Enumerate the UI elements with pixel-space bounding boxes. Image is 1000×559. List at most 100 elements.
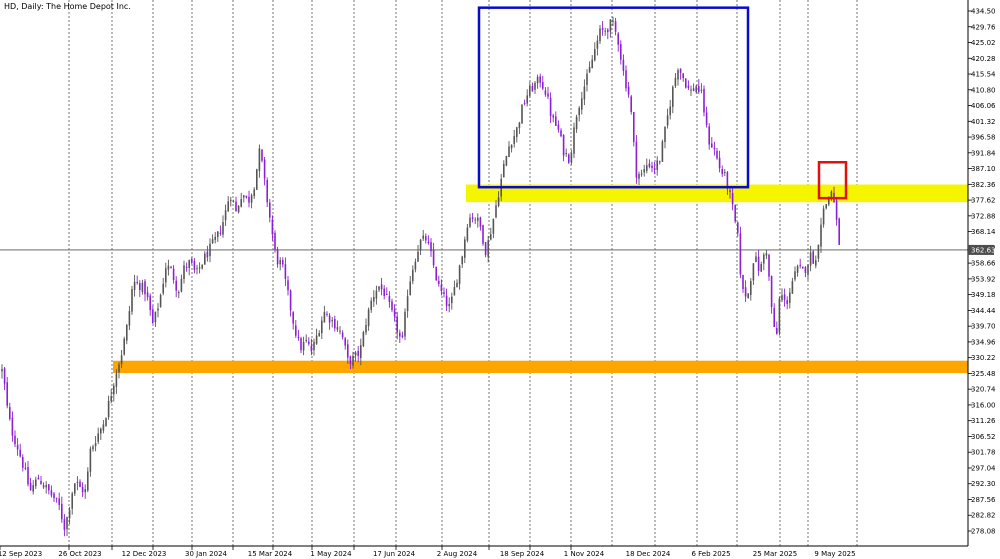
candle — [84, 484, 86, 499]
candle-body — [24, 467, 27, 469]
candle-body — [557, 124, 560, 130]
candle — [555, 111, 557, 127]
candle-body — [63, 519, 66, 530]
candle-body — [89, 448, 92, 472]
candle-body — [152, 309, 154, 324]
candle-body — [48, 484, 50, 491]
candle-body — [206, 251, 209, 258]
candle — [383, 285, 385, 300]
candle-body — [646, 165, 648, 171]
candle-body — [349, 356, 352, 365]
candle — [269, 199, 271, 223]
candle-body — [417, 251, 419, 262]
candle — [271, 215, 274, 241]
candle — [235, 196, 237, 212]
candle-body — [201, 264, 203, 269]
candle — [315, 328, 318, 345]
candle — [162, 277, 164, 296]
candle — [282, 257, 284, 268]
time-tick-label: 12 Sep 2023 — [0, 550, 42, 558]
candle — [266, 177, 268, 208]
candle-body — [362, 331, 365, 346]
candle — [591, 55, 593, 69]
candle — [341, 330, 344, 340]
candle-body — [261, 149, 263, 161]
candle — [42, 482, 45, 489]
candle-body — [94, 443, 97, 447]
candle — [812, 250, 814, 264]
candle — [94, 436, 97, 452]
candle — [773, 303, 775, 327]
candle — [518, 121, 521, 134]
candle — [71, 491, 73, 515]
price-tick-label: 391.84 — [971, 149, 996, 157]
time-tick-label: 25 Mar 2025 — [753, 550, 797, 558]
candle-body — [651, 165, 653, 169]
candle — [61, 496, 63, 523]
candle-body — [635, 141, 638, 178]
candle-body — [555, 116, 557, 126]
candle-body — [144, 281, 146, 295]
candle-body — [448, 304, 450, 307]
candle — [617, 32, 619, 52]
candle — [141, 279, 144, 295]
candle — [1, 364, 3, 379]
candle — [89, 446, 92, 477]
time-tick-label: 26 Oct 2023 — [58, 550, 101, 558]
candle — [622, 54, 625, 76]
candle — [453, 280, 456, 296]
candle-body — [685, 78, 687, 88]
candle-body — [666, 115, 669, 126]
candle-body — [295, 325, 297, 336]
candle — [178, 290, 180, 299]
candle — [752, 263, 755, 285]
price-tick-label: 306.52 — [971, 433, 996, 441]
candle-body — [700, 89, 703, 91]
candle — [183, 260, 185, 284]
candle-body — [344, 338, 346, 346]
candle-body — [183, 265, 185, 279]
candle — [817, 244, 820, 263]
time-axis: 12 Sep 2023 26 Oct 2023 12 Dec 2023 30 Jan … — [0, 546, 856, 558]
candle-body — [674, 77, 677, 87]
candle — [744, 280, 747, 302]
candle-body — [399, 332, 401, 337]
candle — [248, 190, 250, 208]
candle-body — [224, 210, 227, 221]
candle-body — [669, 106, 671, 116]
candle-body — [336, 327, 339, 330]
candle-body — [250, 195, 253, 203]
candle-body — [149, 295, 151, 311]
candle — [201, 264, 203, 270]
current-price-value: 362.63 — [971, 246, 996, 254]
candle — [497, 191, 500, 208]
candle-body — [318, 333, 320, 337]
candle-body — [412, 269, 414, 282]
candle — [776, 321, 778, 335]
candle-body — [263, 159, 266, 179]
candle — [765, 249, 768, 260]
candle — [804, 266, 807, 278]
candle-body — [807, 264, 809, 275]
candle — [308, 337, 310, 346]
candle-body — [679, 68, 682, 73]
candle-body — [523, 103, 526, 105]
candle — [396, 311, 398, 340]
candle — [68, 506, 71, 525]
candle — [55, 497, 58, 503]
price-tick-label: 282.82 — [971, 512, 996, 520]
candle-body — [305, 339, 307, 341]
candle-body — [136, 282, 138, 284]
candle-body — [87, 471, 89, 491]
candle-body — [16, 444, 19, 450]
candle — [157, 303, 159, 318]
candle-body — [484, 242, 487, 255]
candle — [336, 320, 339, 332]
candle-body — [245, 195, 248, 198]
candle — [48, 484, 50, 495]
candle — [380, 277, 383, 296]
candle — [172, 265, 175, 284]
candle — [438, 275, 440, 287]
candle-body — [178, 292, 180, 294]
